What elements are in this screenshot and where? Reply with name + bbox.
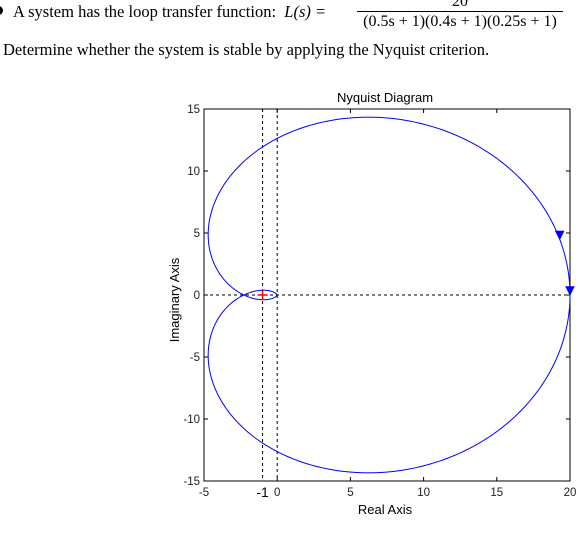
problem-statement: A system has the loop transfer function:… [0, 0, 586, 34]
x-tick-label: 20 [564, 487, 577, 499]
fraction-numerator: 20 [452, 0, 468, 10]
y-tick-label: -5 [190, 352, 200, 364]
fraction-bar [357, 11, 563, 12]
x-tick-label-minus-one: -1 [256, 484, 269, 500]
y-tick-label: 5 [194, 228, 200, 240]
plot-area: -5 0 5 10 15 20 -15 -10 -5 0 5 10 15 -1 [183, 104, 576, 500]
transfer-function-fraction: 20 (0.5s + 1)(0.4s + 1)(0.25s + 1) [357, 0, 563, 31]
y-axis-title: Imaginary Axis [167, 257, 182, 342]
problem-task: Determine whether the system is stable b… [3, 40, 490, 59]
y-tick-label: 15 [187, 104, 200, 116]
x-tick-label: -5 [199, 487, 209, 499]
y-tick-label: -15 [183, 476, 200, 488]
intro-text: A system has the loop transfer function: [13, 2, 277, 21]
fraction-denominator: (0.5s + 1)(0.4s + 1)(0.25s + 1) [363, 13, 557, 30]
y-tick-label: 0 [194, 290, 200, 302]
y-tick-label: 10 [187, 166, 200, 178]
x-tick-label: 15 [490, 487, 503, 499]
direction-arrow [565, 286, 575, 296]
chart-title: Nyquist Diagram [337, 90, 433, 105]
problem-intro: A system has the loop transfer function:… [13, 2, 326, 22]
x-tick-label: 10 [417, 487, 430, 499]
x-axis-title: Real Axis [358, 502, 413, 517]
x-tick-label: 0 [274, 487, 280, 499]
x-tick-label: 5 [347, 487, 353, 499]
y-tick-label: -10 [183, 414, 200, 426]
transfer-function-lhs: L(s) = [284, 2, 327, 21]
bullet-icon [0, 6, 3, 15]
direction-arrow [554, 230, 565, 241]
